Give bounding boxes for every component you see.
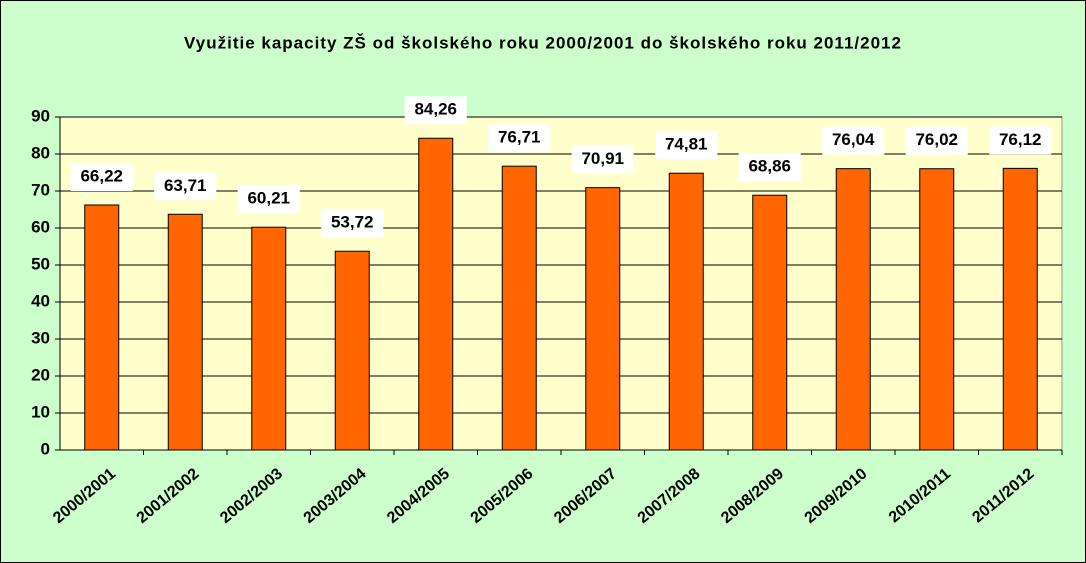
data-label-box: [738, 153, 801, 182]
plot-area: [59, 116, 1063, 451]
data-label: 76,02: [915, 130, 958, 149]
data-label-box: [237, 185, 300, 214]
data-label: 76,71: [498, 128, 541, 147]
data-label-box: [154, 172, 217, 201]
data-label: 70,91: [581, 149, 624, 168]
data-label: 84,26: [414, 100, 457, 119]
data-label-box: [989, 126, 1052, 155]
bar: [668, 172, 704, 451]
data-label: 60,21: [247, 189, 290, 208]
data-label: 68,86: [748, 157, 791, 176]
bar: [919, 168, 955, 451]
y-tick-label: 90: [31, 106, 50, 125]
bar: [167, 213, 203, 451]
y-tick-label: 50: [31, 254, 50, 273]
data-label-box: [404, 96, 467, 125]
data-label-box: [488, 124, 551, 153]
y-tick-label: 40: [31, 291, 50, 310]
data-label: 53,72: [331, 213, 374, 232]
data-label-box: [321, 209, 384, 238]
bar: [1002, 167, 1038, 451]
y-tick-label: 0: [41, 439, 50, 458]
data-label: 74,81: [665, 135, 708, 154]
data-label-box: [905, 126, 968, 155]
bar: [418, 137, 454, 451]
bar: [84, 204, 120, 451]
bar: [585, 187, 621, 451]
data-label: 76,12: [999, 130, 1042, 149]
bar: [501, 165, 537, 451]
y-tick-label: 30: [31, 328, 50, 347]
data-label: 66,22: [80, 166, 123, 185]
data-label-box: [822, 126, 885, 155]
bar: [334, 250, 370, 451]
y-tick-label: 10: [31, 402, 50, 421]
data-label-box: [655, 131, 718, 160]
y-tick-label: 80: [31, 143, 50, 162]
data-label: 63,71: [164, 176, 207, 195]
y-tick-label: 20: [31, 365, 50, 384]
data-label: 76,04: [832, 130, 875, 149]
data-label-box: [70, 162, 133, 191]
bar: [752, 194, 788, 451]
y-tick-label: 60: [31, 217, 50, 236]
bar: [251, 226, 287, 451]
bar: [835, 168, 871, 451]
y-tick-label: 70: [31, 180, 50, 199]
chart-title: Využitie kapacity ZŠ od školského roku 2…: [184, 33, 902, 52]
data-label-box: [571, 145, 634, 174]
